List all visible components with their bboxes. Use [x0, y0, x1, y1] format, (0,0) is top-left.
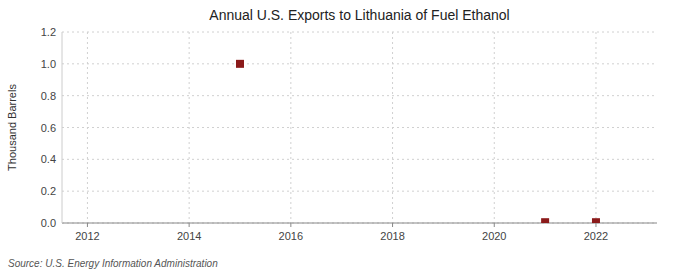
point	[236, 60, 244, 68]
tick-mark	[87, 223, 88, 227]
title: Annual U.S. Exports to Lithuania of Fuel…	[209, 7, 509, 23]
tick-label: 0.0	[41, 217, 56, 229]
tick-mark	[290, 223, 291, 227]
point	[592, 218, 600, 223]
grid-line	[62, 127, 657, 128]
grid-line	[290, 32, 291, 223]
grid-line	[494, 32, 495, 223]
tick-mark	[392, 223, 393, 227]
x-axis-line	[62, 223, 657, 224]
y-axis-line	[62, 32, 63, 223]
grid-line	[62, 63, 657, 64]
tick-label: 2012	[75, 230, 99, 242]
grid-line	[62, 159, 657, 160]
grid	[62, 32, 657, 223]
points	[236, 60, 600, 223]
tick-label: 2016	[279, 230, 303, 242]
source-note: Source: U.S. Energy Information Administ…	[8, 258, 218, 269]
tick-mark	[595, 223, 596, 227]
tick-mark	[189, 223, 190, 227]
tick-label: 2020	[482, 230, 506, 242]
grid-line	[87, 32, 88, 223]
grid-line	[392, 32, 393, 223]
plot-area	[62, 32, 657, 223]
tick-label: 2022	[584, 230, 608, 242]
tick-label: 1.0	[41, 58, 56, 70]
tick-label: 0.2	[41, 185, 56, 197]
axes: 0.0 0.2 0.4 0.6 0.8 1.0 1.2 2012 2014 2016 2018 202…	[41, 26, 657, 242]
grid-line	[189, 32, 190, 223]
tick-label: 2014	[177, 230, 201, 242]
tick-label: 1.2	[41, 26, 56, 38]
tick-label: 2018	[380, 230, 404, 242]
grid-line	[62, 32, 657, 33]
grid-line	[595, 32, 596, 223]
tick-label: 0.4	[41, 153, 56, 165]
grid-line	[62, 223, 657, 224]
grid-line	[62, 191, 657, 192]
y-axis-label: Thousand Barrels	[6, 84, 18, 171]
point	[541, 218, 549, 223]
tick-mark	[494, 223, 495, 227]
grid-line	[62, 95, 657, 96]
chart: 0.0 0.2 0.4 0.6 0.8 1.0 1.2 2012 2014 2016 2018 202…	[0, 0, 675, 275]
tick-label: 0.8	[41, 90, 56, 102]
tick-label: 0.6	[41, 122, 56, 134]
